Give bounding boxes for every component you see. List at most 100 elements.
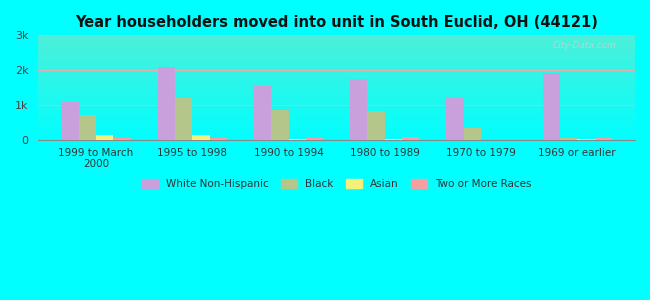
Bar	[96, 135, 113, 140]
Bar	[271, 110, 289, 140]
Bar	[38, 107, 635, 108]
Bar	[38, 62, 635, 63]
Bar	[38, 97, 635, 98]
Bar	[38, 57, 635, 58]
Bar	[38, 89, 635, 90]
Bar	[38, 58, 635, 59]
Bar	[38, 78, 635, 79]
Bar	[38, 54, 635, 55]
Bar	[38, 40, 635, 41]
Bar	[38, 124, 635, 125]
Bar	[38, 67, 635, 68]
Bar	[38, 121, 635, 122]
Bar	[38, 43, 635, 44]
Text: City-Data.com: City-Data.com	[553, 40, 617, 50]
Bar	[38, 105, 635, 106]
Bar	[38, 83, 635, 84]
Bar	[38, 79, 635, 80]
Bar	[38, 132, 635, 133]
Bar	[38, 55, 635, 56]
Bar	[38, 84, 635, 85]
Bar	[38, 128, 635, 129]
Bar	[175, 98, 192, 140]
Bar	[38, 61, 635, 62]
Bar	[79, 115, 96, 140]
Bar	[38, 93, 635, 94]
Bar	[38, 48, 635, 49]
Bar	[38, 114, 635, 115]
Bar	[38, 44, 635, 45]
Bar	[38, 102, 635, 103]
Bar	[38, 45, 635, 46]
Bar	[38, 109, 635, 110]
Bar	[447, 98, 463, 140]
Bar	[38, 36, 635, 37]
Bar	[38, 115, 635, 116]
Bar	[38, 92, 635, 93]
Bar	[38, 112, 635, 113]
Bar	[38, 74, 635, 75]
Bar	[38, 46, 635, 47]
Bar	[38, 47, 635, 48]
Bar	[38, 117, 635, 118]
Bar	[38, 41, 635, 42]
Bar	[38, 126, 635, 127]
Bar	[38, 106, 635, 107]
Bar	[38, 123, 635, 124]
Bar	[38, 50, 635, 51]
Bar	[38, 137, 635, 138]
Bar	[38, 59, 635, 60]
Bar	[38, 85, 635, 86]
Bar	[38, 53, 635, 54]
Bar	[38, 100, 635, 101]
Bar	[38, 113, 635, 114]
Bar	[38, 136, 635, 137]
Bar	[38, 111, 635, 112]
Bar	[38, 122, 635, 123]
Bar	[38, 104, 635, 105]
Bar	[402, 137, 419, 140]
Bar	[38, 69, 635, 70]
Bar	[38, 135, 635, 136]
Bar	[38, 116, 635, 117]
Bar	[38, 63, 635, 64]
Bar	[38, 40, 635, 41]
Bar	[38, 99, 635, 100]
Bar	[38, 81, 635, 82]
Bar	[543, 73, 560, 140]
Bar	[38, 120, 635, 121]
Bar	[254, 85, 271, 140]
Bar	[38, 49, 635, 50]
Bar	[38, 76, 635, 77]
Bar	[38, 65, 635, 66]
Bar	[210, 138, 227, 140]
Bar	[38, 75, 635, 76]
Title: Year householders moved into unit in South Euclid, OH (44121): Year householders moved into unit in Sou…	[75, 15, 598, 30]
Bar	[38, 134, 635, 135]
Bar	[38, 94, 635, 95]
Bar	[38, 108, 635, 109]
Bar	[38, 77, 635, 78]
Bar	[38, 72, 635, 73]
Bar	[38, 129, 635, 130]
Bar	[38, 110, 635, 111]
Bar	[38, 101, 635, 102]
Bar	[38, 35, 635, 36]
Bar	[38, 86, 635, 87]
Bar	[38, 64, 635, 65]
Bar	[38, 42, 635, 43]
Legend: White Non-Hispanic, Black, Asian, Two or More Races: White Non-Hispanic, Black, Asian, Two or…	[142, 179, 532, 189]
Bar	[38, 39, 635, 40]
Bar	[38, 51, 635, 52]
Bar	[38, 133, 635, 134]
Bar	[367, 111, 385, 140]
Bar	[38, 37, 635, 38]
Bar	[38, 131, 635, 132]
Bar	[306, 138, 323, 140]
Bar	[38, 70, 635, 71]
Bar	[62, 102, 79, 140]
Bar	[38, 82, 635, 83]
Bar	[38, 71, 635, 72]
Bar	[350, 79, 367, 140]
Bar	[38, 103, 635, 104]
